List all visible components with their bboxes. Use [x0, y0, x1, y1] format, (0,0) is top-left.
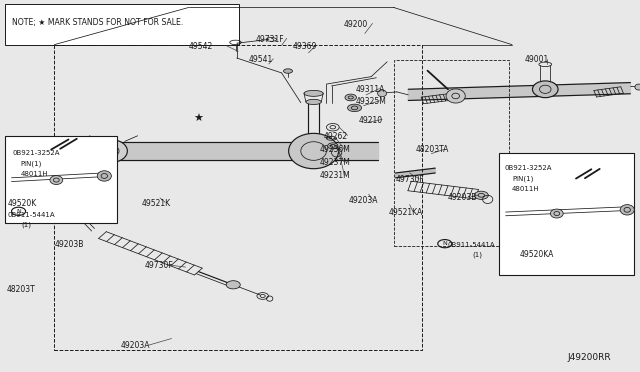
Text: (1): (1) [22, 222, 32, 228]
Text: 49311A: 49311A [356, 85, 385, 94]
Text: 49541: 49541 [249, 55, 273, 64]
Ellipse shape [550, 209, 563, 218]
Bar [5, 4, 239, 45]
Ellipse shape [284, 69, 292, 73]
Ellipse shape [474, 191, 488, 199]
Ellipse shape [635, 84, 640, 90]
Bar [394, 60, 509, 246]
Text: 49325M: 49325M [356, 97, 387, 106]
Text: 0B921-3252A: 0B921-3252A [504, 165, 552, 171]
Ellipse shape [97, 171, 111, 181]
Text: 49521K: 49521K [142, 199, 172, 208]
Text: 49731F: 49731F [256, 35, 285, 44]
Text: NOTE; ★ MARK STANDS FOR NOT FOR SALE.: NOTE; ★ MARK STANDS FOR NOT FOR SALE. [12, 17, 183, 27]
Ellipse shape [532, 81, 558, 98]
Text: 49203A: 49203A [120, 341, 150, 350]
Text: PIN(1): PIN(1) [20, 160, 42, 167]
Text: N: N [442, 241, 447, 246]
Text: 49236M: 49236M [320, 145, 351, 154]
Ellipse shape [50, 176, 63, 185]
Text: 49231M: 49231M [320, 171, 351, 180]
Text: 0B911-5441A: 0B911-5441A [448, 242, 495, 248]
Bar [54, 45, 422, 350]
Text: 49730F: 49730F [396, 175, 424, 184]
Text: ★: ★ [193, 114, 204, 124]
Ellipse shape [378, 90, 387, 97]
Polygon shape [396, 168, 435, 178]
Polygon shape [61, 146, 90, 195]
Text: 49542: 49542 [189, 42, 213, 51]
Text: (1): (1) [472, 251, 483, 258]
Text: 48203T: 48203T [6, 285, 35, 294]
Ellipse shape [306, 99, 321, 105]
Ellipse shape [348, 104, 362, 112]
Text: PIN(1): PIN(1) [512, 175, 533, 182]
Text: 49237M: 49237M [320, 158, 351, 167]
Text: 49521KA: 49521KA [389, 208, 424, 217]
Text: 49210: 49210 [358, 116, 383, 125]
Text: N: N [16, 209, 21, 214]
Ellipse shape [446, 89, 465, 103]
Ellipse shape [289, 134, 339, 169]
Text: J49200RR: J49200RR [568, 353, 611, 362]
Text: 49200: 49200 [344, 20, 368, 29]
Ellipse shape [620, 205, 634, 215]
Ellipse shape [304, 90, 323, 96]
Text: 49001: 49001 [525, 55, 549, 64]
Ellipse shape [97, 140, 127, 162]
Polygon shape [408, 83, 630, 100]
Ellipse shape [226, 281, 240, 289]
Text: 48203TA: 48203TA [416, 145, 449, 154]
Text: 49520KA: 49520KA [520, 250, 554, 259]
Text: 49369: 49369 [292, 42, 317, 51]
Text: 0B921-3252A: 0B921-3252A [13, 150, 60, 156]
Text: 48011H: 48011H [512, 186, 540, 192]
Text: 49262: 49262 [324, 132, 348, 141]
Ellipse shape [345, 94, 356, 101]
Ellipse shape [328, 143, 338, 149]
Text: 0B911-5441A: 0B911-5441A [8, 212, 55, 218]
Text: 49520K: 49520K [8, 199, 37, 208]
Text: 49203B: 49203B [55, 240, 84, 249]
Text: 49730F: 49730F [145, 261, 173, 270]
Text: 49203B: 49203B [447, 193, 477, 202]
Bar [499, 153, 634, 275]
Text: 48011H: 48011H [20, 171, 48, 177]
Bar [5, 136, 117, 223]
Text: 49203A: 49203A [349, 196, 378, 205]
